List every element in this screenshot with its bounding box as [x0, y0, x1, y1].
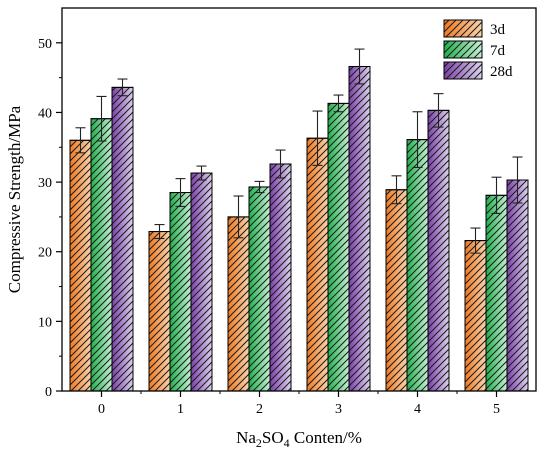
x-tick-label-0: 0 [98, 402, 105, 417]
x-axis-title-part-1: Na [236, 428, 256, 447]
error-bar-28d-cat-2 [275, 149, 286, 179]
error-bar-28d-cat-4 [433, 93, 444, 128]
error-bars-layer [75, 48, 523, 254]
y-tick-label-30: 30 [38, 176, 52, 191]
error-bar-28d-cat-5 [512, 156, 523, 204]
error-bar-3d-cat-5 [470, 227, 481, 254]
bar-hatch-3d-cat-2 [227, 216, 250, 392]
x-tick-label-3: 3 [335, 402, 342, 417]
bar-hatch-7d-cat-5 [485, 194, 508, 392]
error-bar-7d-cat-5 [491, 176, 502, 214]
y-tick-label-0: 0 [45, 385, 52, 400]
x-axis-title-sub-2: 4 [284, 436, 290, 450]
bar-hatch-28d-cat-1 [190, 172, 213, 392]
error-bar-7d-cat-1 [175, 178, 186, 208]
y-tick-label-10: 10 [38, 315, 52, 330]
bar-hatch-3d-cat-5 [464, 240, 487, 392]
error-bar-28d-cat-1 [196, 165, 207, 181]
bar-hatch-28d-cat-2 [269, 163, 292, 392]
bar-hatch-28d-cat-0 [111, 86, 134, 392]
error-bar-28d-cat-0 [117, 78, 128, 97]
legend: 3d 7d 28d [443, 19, 513, 80]
legend-item-7d: 7d [443, 40, 506, 59]
x-axis-title: Na2SO4 Conten/% [236, 428, 362, 450]
bar-hatch-7d-cat-2 [248, 186, 271, 392]
error-bar-7d-cat-4 [412, 111, 423, 169]
error-bar-3d-cat-1 [154, 224, 165, 240]
error-bar-3d-cat-0 [75, 127, 86, 154]
error-bar-7d-cat-2 [254, 180, 265, 194]
error-bar-28d-cat-3 [354, 48, 365, 85]
bar-hatch-7d-cat-4 [406, 139, 429, 392]
x-tick-label-4: 4 [414, 402, 421, 417]
bar-hatch-7d-cat-0 [90, 118, 113, 392]
y-tick-label-20: 20 [38, 246, 52, 261]
legend-label-3d: 3d [490, 22, 506, 38]
x-axis-title-part-3: Conten/% [290, 428, 362, 447]
error-bar-7d-cat-0 [96, 95, 107, 142]
error-bar-7d-cat-3 [333, 94, 344, 113]
bar-hatch-3d-cat-4 [385, 189, 408, 392]
legend-swatch-hatch-28d [443, 61, 483, 80]
legend-item-3d: 3d [443, 19, 506, 38]
bar-hatch-3d-cat-0 [69, 139, 92, 392]
legend-label-28d: 28d [490, 64, 513, 80]
bars-layer [69, 65, 529, 392]
bar-hatch-28d-cat-4 [427, 109, 450, 392]
error-bar-3d-cat-3 [312, 110, 323, 166]
x-tick-label-1: 1 [177, 402, 184, 417]
x-axis-title-sub-1: 2 [256, 436, 262, 450]
y-tick-label-40: 40 [38, 106, 52, 121]
legend-swatch-hatch-7d [443, 40, 483, 59]
y-axis-title: Compressive Strength/MPa [5, 105, 24, 293]
y-tick-label-50: 50 [38, 37, 52, 52]
bar-hatch-7d-cat-1 [169, 192, 192, 392]
legend-item-28d: 28d [443, 61, 513, 80]
error-bar-3d-cat-4 [391, 175, 402, 205]
bar-hatch-3d-cat-3 [306, 137, 329, 392]
error-bar-3d-cat-2 [233, 195, 244, 239]
axes-layer: 0 10 20 30 40 50 0 1 2 3 4 5 [38, 37, 500, 417]
legend-swatch-hatch-3d [443, 19, 483, 38]
bar-hatch-28d-cat-5 [506, 179, 529, 392]
legend-label-7d: 7d [490, 43, 506, 59]
bar-hatch-7d-cat-3 [327, 102, 350, 392]
bar-hatch-3d-cat-1 [148, 231, 171, 392]
x-axis-title-part-2: SO [262, 428, 284, 447]
bar-hatch-28d-cat-3 [348, 65, 371, 392]
x-tick-label-5: 5 [493, 402, 500, 417]
x-tick-label-2: 2 [256, 402, 263, 417]
